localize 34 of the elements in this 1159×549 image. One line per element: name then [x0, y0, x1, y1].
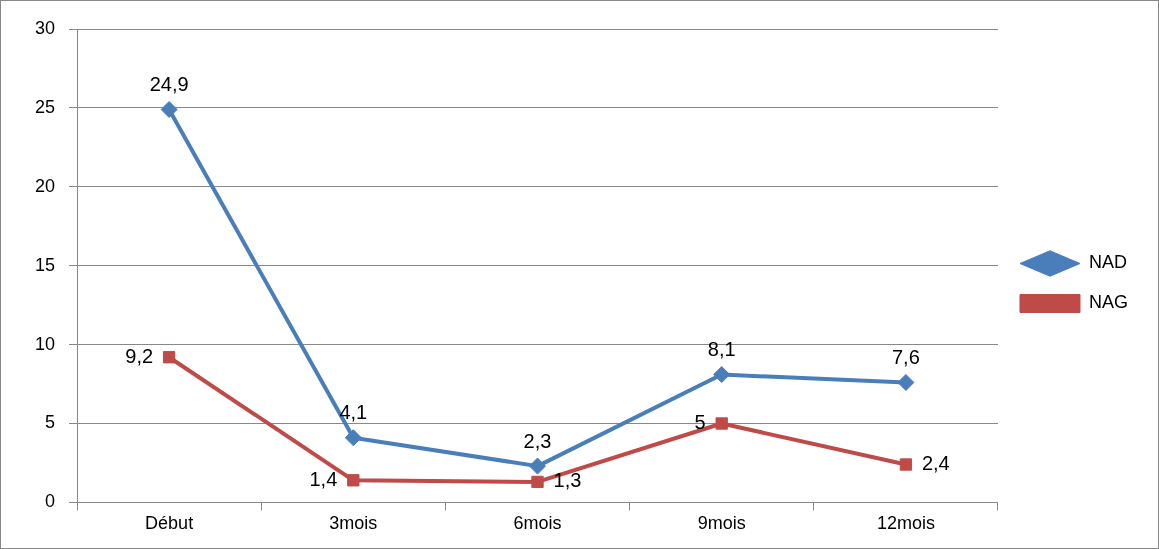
data-label: 1,3 [553, 469, 582, 492]
y-tick-label: 15 [34, 254, 56, 275]
data-label: 1,4 [309, 467, 338, 490]
data-label: 4,1 [339, 401, 368, 424]
y-tick-label: 20 [34, 175, 56, 196]
point [344, 429, 362, 447]
legend-label: NAD [1088, 252, 1128, 273]
data-label: 9,2 [125, 344, 154, 367]
data-label: 7,6 [891, 345, 920, 368]
legend-label: NAG [1088, 292, 1129, 313]
data-label: 2,3 [523, 429, 552, 452]
x-tick-label: 3mois [329, 513, 378, 534]
x-tick-label: 9mois [697, 513, 746, 534]
point [529, 457, 547, 475]
data-label: 24,9 [149, 72, 189, 95]
y-tick-label: 25 [34, 96, 56, 117]
data-label: 8,1 [707, 338, 736, 361]
point [347, 474, 360, 487]
y-tick-label: 10 [34, 333, 56, 354]
x-tick-label: 6mois [513, 513, 562, 534]
point [897, 373, 915, 391]
point [162, 351, 176, 364]
data-label: 2,4 [921, 452, 950, 475]
x-tick-label: Début [145, 513, 194, 534]
point [899, 458, 913, 471]
x-tick-label: 12mois [876, 513, 935, 534]
point [160, 100, 178, 118]
y-tick-label: 30 [34, 17, 56, 38]
point [715, 417, 728, 430]
y-tick-label: 0 [45, 491, 56, 512]
point [713, 366, 731, 384]
point [531, 475, 544, 489]
y-tick-label: 5 [45, 412, 56, 433]
data-label: 5 [694, 411, 706, 434]
